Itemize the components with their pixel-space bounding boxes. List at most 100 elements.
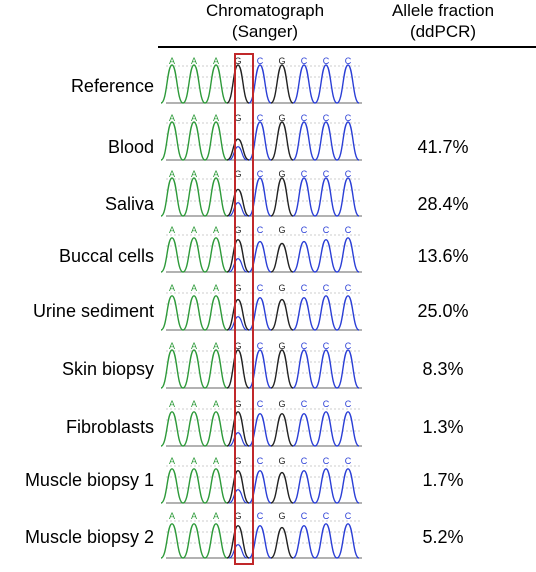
chromatogram-peak-c [336, 64, 360, 104]
base-call-letter: C [257, 113, 264, 123]
base-call-letter: C [345, 511, 352, 521]
chromatogram-peak-a [182, 177, 206, 217]
chromatogram-peak-c [314, 523, 338, 559]
base-call-letter: A [191, 283, 197, 293]
chromatogram-peak-c [292, 296, 316, 331]
base-call-letter: C [257, 456, 264, 466]
base-call-letter: G [234, 169, 241, 179]
row-label-reference: Reference [70, 76, 154, 96]
chromatograph-header-line1: Chromatograph [205, 1, 325, 20]
base-call-letter: C [323, 456, 330, 466]
row-value-blood: 41.7% [417, 137, 469, 157]
chromatogram-peak-a [204, 177, 228, 217]
base-call-letter: A [169, 169, 175, 179]
base-call-letter: C [257, 341, 264, 351]
row-value-skin-biopsy: 8.3% [422, 359, 464, 379]
row-value-buccal-cells: 13.6% [417, 246, 469, 266]
chromatogram-peak-g [270, 121, 294, 161]
chromatogram-peak-g [226, 238, 250, 273]
base-call-letter: G [278, 399, 285, 409]
row-label-muscle-biopsy-1: Muscle biopsy 1 [24, 470, 154, 490]
base-call-letter: A [191, 225, 197, 235]
chromatogram-secondary-peak [228, 544, 248, 559]
chromatogram-secondary-peak [228, 489, 248, 504]
base-call-letter: A [213, 113, 219, 123]
base-call-letter: C [323, 399, 330, 409]
base-call-letter: C [345, 56, 352, 66]
chromatogram-secondary-peak [228, 432, 248, 447]
chromatogram-peak-a [182, 237, 206, 273]
row-value-urine-sediment: 25.0% [417, 301, 469, 321]
chromatogram-peak-c [292, 177, 316, 217]
chromatogram-peak-g [226, 469, 250, 504]
base-call-letter: C [345, 113, 352, 123]
base-call-letter: C [323, 113, 330, 123]
chromatogram-peak-c [336, 468, 360, 504]
chromatogram-peak-a [182, 64, 206, 104]
chromatogram-peak-a [182, 121, 206, 161]
row-label-blood: Blood [107, 137, 154, 157]
base-call-letter: C [257, 283, 264, 293]
chromatogram-peak-a [204, 411, 228, 447]
base-call-letter: A [169, 456, 175, 466]
chromatogram-peak-c [292, 240, 316, 273]
chromatogram-peak-a [160, 295, 184, 331]
base-call-letter: C [301, 283, 308, 293]
chromatogram-peak-c [336, 523, 360, 559]
base-call-letter: A [169, 283, 175, 293]
base-call-letter: G [278, 56, 285, 66]
chromatogram-peak-g [270, 64, 294, 104]
base-call-letter: C [345, 169, 352, 179]
base-call-letter: G [234, 399, 241, 409]
base-call-letter: A [191, 56, 197, 66]
base-call-letter: G [234, 456, 241, 466]
base-call-letter: C [323, 56, 330, 66]
header-divider [158, 46, 536, 48]
allele-fraction-header-line1: Allele fraction [391, 1, 495, 20]
chromatogram-peak-a [204, 121, 228, 161]
row-value-saliva: 28.4% [417, 194, 469, 214]
chromatogram-peak-c [314, 349, 338, 389]
base-call-letter: A [169, 511, 175, 521]
base-call-letter: A [213, 225, 219, 235]
chromatogram-peak-a [182, 349, 206, 389]
row-label-saliva: Saliva [104, 194, 154, 214]
base-call-letter: G [234, 113, 241, 123]
base-call-letter: C [301, 341, 308, 351]
base-call-letter: G [234, 225, 241, 235]
base-call-letter: A [191, 399, 197, 409]
base-call-letter: C [257, 56, 264, 66]
chromatogram-peak-a [160, 523, 184, 559]
chromatogram-peak-g [270, 526, 294, 559]
chromatogram-peak-c [336, 349, 360, 389]
base-call-letter: G [234, 56, 241, 66]
base-call-letter: G [234, 341, 241, 351]
base-call-letter: C [323, 511, 330, 521]
base-call-letter: C [323, 169, 330, 179]
row-label-buccal-cells: Buccal cells [58, 246, 154, 266]
variant-highlight-box [234, 53, 254, 565]
base-call-letter: A [169, 225, 175, 235]
base-call-letter: C [345, 225, 352, 235]
chromatogram-secondary-peak [228, 146, 248, 161]
row-value-muscle-biopsy-2: 5.2% [422, 527, 464, 547]
base-call-letter: A [213, 341, 219, 351]
chromatogram-peak-c [292, 412, 316, 447]
base-call-letter: C [301, 113, 308, 123]
base-call-letter: C [345, 283, 352, 293]
chromatogram-peak-a [160, 411, 184, 447]
chromatogram-peak-a [182, 295, 206, 331]
base-call-letter: C [323, 283, 330, 293]
chromatogram-peak-g [226, 188, 250, 217]
chromatogram-secondary-peak [228, 316, 248, 331]
chromatogram-peak-a [160, 349, 184, 389]
chromatogram-peak-a [160, 177, 184, 217]
base-call-letter: A [169, 399, 175, 409]
chromatogram-peak-g [270, 349, 294, 389]
base-call-letter: A [191, 456, 197, 466]
base-call-letter: C [301, 169, 308, 179]
base-call-letter: C [345, 341, 352, 351]
base-call-letter: A [169, 341, 175, 351]
base-call-letter: G [234, 283, 241, 293]
base-call-letter: G [278, 113, 285, 123]
